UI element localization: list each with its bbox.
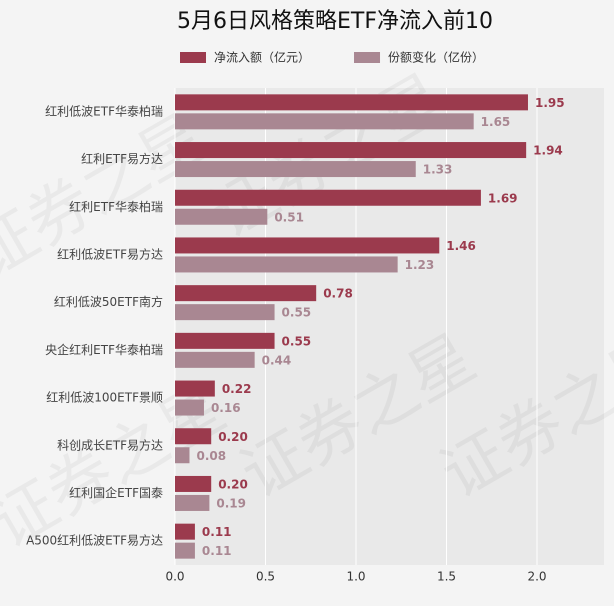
bar [175,142,527,159]
y-tick-label: 红利低波ETF易方达 [57,246,163,261]
legend-swatch [354,52,381,63]
bar [175,475,212,492]
y-tick-label: 红利ETF易方达 [81,151,163,166]
data-label: 0.08 [196,449,226,463]
data-label: 0.22 [222,382,252,396]
data-label: 1.33 [423,163,453,177]
data-label: 0.55 [282,306,312,320]
bar [175,208,268,225]
data-label: 0.44 [262,353,292,367]
bar [175,304,275,321]
bar [175,542,195,559]
data-label: 0.20 [218,430,248,444]
bar [175,189,481,206]
data-label: 1.23 [405,258,435,272]
legend-label: 份额变化（亿份） [388,50,484,65]
y-tick-label: 红利低波50ETF南方 [54,294,163,309]
legend-label: 净流入额（亿元） [214,50,310,65]
bar [175,332,275,349]
bar [175,351,255,368]
bar [175,399,204,416]
bar [175,256,398,273]
data-label: 1.95 [535,96,565,110]
bar [175,113,474,130]
bar [175,494,210,511]
bar [175,380,215,397]
bar [175,94,528,111]
data-label: 0.78 [323,287,353,301]
bar [175,237,440,254]
data-label: 1.94 [533,144,563,158]
x-tick-label: 1.0 [346,570,365,584]
legend-swatch [180,52,206,63]
x-tick-label: 0.5 [256,570,275,584]
x-tick-label: 0.0 [165,570,184,584]
x-tick-label: 2.0 [527,570,546,584]
bar [175,285,317,302]
x-tick-label: 1.5 [437,570,456,584]
y-tick-label: 科创成长ETF易方达 [57,437,163,452]
data-label: 0.11 [202,544,232,558]
chart-title: 5月6日风格策略ETF净流入前10 [177,9,493,34]
data-label: 0.11 [202,525,232,539]
y-tick-label: 央企红利ETF华泰柏瑞 [45,342,163,357]
data-label: 1.69 [488,191,518,205]
y-tick-label: 红利国企ETF国泰 [69,485,163,500]
data-label: 0.20 [218,477,248,491]
bar [175,523,195,540]
bar [175,161,416,178]
y-tick-label: 红利低波ETF华泰柏瑞 [45,103,163,118]
y-tick-label: 红利ETF华泰柏瑞 [69,199,163,214]
data-label: 0.19 [216,496,246,510]
data-label: 1.46 [446,239,476,253]
data-label: 0.16 [211,401,241,415]
data-label: 1.65 [481,115,511,129]
data-label: 0.51 [274,210,304,224]
y-tick-label: A500红利低波ETF易方达 [26,533,163,548]
bar [175,428,212,445]
data-label: 0.55 [282,334,312,348]
y-tick-label: 红利低波100ETF景顺 [46,390,163,405]
bar [175,447,190,464]
